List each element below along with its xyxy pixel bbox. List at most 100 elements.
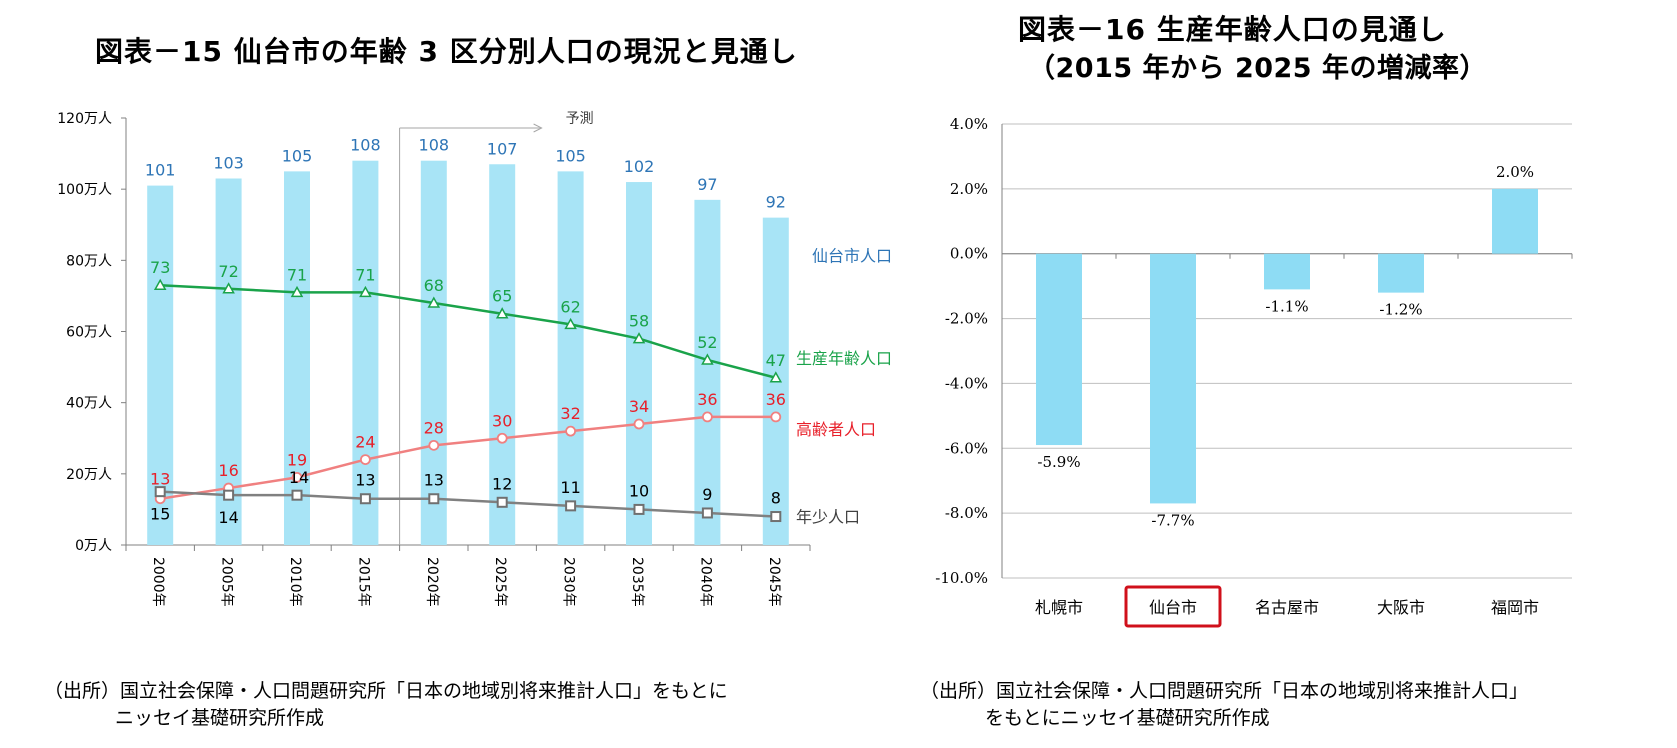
- population-bar: [420, 160, 447, 545]
- growth-bar: [1264, 253, 1310, 290]
- youth-marker: [359, 493, 371, 505]
- series-line-triangle: [160, 283, 777, 379]
- working-age-marker: [495, 307, 509, 319]
- population-bar: [352, 160, 379, 545]
- youth-marker: [428, 493, 440, 505]
- y-tick-label: 2.0%: [950, 180, 988, 198]
- growth-bar: [1150, 253, 1196, 504]
- y-tick-label: 0万人: [75, 538, 112, 554]
- growth-bar: [1492, 188, 1538, 254]
- elderly-value-label: 24: [355, 433, 375, 452]
- population-bar: [147, 185, 174, 545]
- elderly-value-label: 28: [424, 418, 444, 437]
- working-age-value-label: 71: [287, 265, 307, 284]
- y-tick-label: -4.0%: [945, 374, 988, 392]
- youth-value-label: 14: [289, 468, 309, 487]
- elderly-marker: [428, 439, 440, 451]
- working-age-marker: [290, 285, 304, 298]
- series-name-label: 年少人口: [796, 508, 860, 527]
- elderly-marker: [702, 411, 713, 423]
- y-tick-label: -6.0%: [945, 439, 988, 457]
- population-bar: [489, 164, 516, 545]
- population-value-label: 105: [555, 146, 586, 165]
- x-category-label: 2035年: [629, 557, 645, 607]
- working-age-marker: [153, 278, 167, 290]
- x-category-label: 2005年: [219, 557, 235, 607]
- y-tick-label: -2.0%: [945, 310, 988, 328]
- population-value-label: 102: [624, 157, 655, 176]
- youth-marker: [223, 489, 235, 501]
- youth-value-label: 10: [629, 481, 649, 500]
- growth-bar: [1036, 253, 1082, 446]
- youth-marker: [291, 489, 303, 501]
- population-chart: 0万人 20万人 40万人 60万人 80万人 100万人 120万人 101 103 105 10…: [57, 111, 892, 607]
- working-age-value-label: 52: [697, 333, 717, 352]
- elderly-value-label: 34: [629, 397, 649, 416]
- population-value-label: 108: [350, 136, 381, 155]
- y-tick-label: -8.0%: [945, 504, 988, 522]
- working-age-marker: [222, 282, 235, 294]
- working-age-marker: [632, 332, 646, 344]
- elderly-marker: [496, 432, 508, 444]
- elderly-marker: [633, 418, 645, 430]
- series-name-label: 生産年齢人口: [796, 349, 892, 368]
- population-value-label: 103: [213, 153, 244, 172]
- forecast-arrowhead: [533, 123, 543, 133]
- growth-rate-chart: -10.0% -8.0% -6.0% -4.0% -2.0% 0.0% 2.0% 4.0% -5…: [935, 115, 1573, 628]
- x-category-label: 福岡市: [1491, 598, 1539, 617]
- y-tick-label: 100万人: [57, 182, 112, 198]
- youth-marker: [565, 500, 577, 512]
- working-age-value-label: 47: [766, 351, 786, 370]
- working-age-value-label: 68: [424, 276, 444, 295]
- working-age-value-label: 73: [150, 258, 170, 277]
- population-value-label: 105: [282, 146, 313, 165]
- elderly-marker: [359, 454, 371, 466]
- x-category-label: 2040年: [697, 557, 713, 607]
- right-source-line1: （出所）国立社会保障・人口問題研究所「日本の地域別将来推計人口」: [920, 680, 1529, 702]
- highlight-box: [1124, 585, 1222, 628]
- working-age-marker: [427, 296, 441, 308]
- working-age-value-label: 65: [492, 287, 512, 306]
- series-line-square: [160, 490, 776, 518]
- youth-marker: [496, 496, 508, 508]
- x-category-label: 仙台市: [1149, 598, 1197, 617]
- elderly-marker: [565, 425, 576, 437]
- left-chart-title: 図表－15 仙台市の年齢 3 区分別人口の現況と見通し: [95, 35, 798, 68]
- population-value-label: 108: [419, 136, 450, 155]
- left-source-line2: ニッセイ基礎研究所作成: [115, 707, 325, 729]
- left-source-line1: （出所）国立社会保障・人口問題研究所「日本の地域別将来推計人口」をもとに: [44, 680, 728, 702]
- forecast-label: 予測: [566, 111, 594, 127]
- y-tick-label: 60万人: [66, 325, 112, 341]
- x-category-label: 2045年: [766, 557, 782, 607]
- y-tick-label: 120万人: [57, 111, 112, 127]
- population-value-label: 97: [697, 175, 717, 194]
- youth-marker: [154, 486, 166, 498]
- youth-value-label: 13: [355, 471, 375, 490]
- youth-value-label: 11: [560, 478, 580, 497]
- population-value-label: 101: [145, 161, 176, 180]
- working-age-value-label: 58: [629, 312, 649, 331]
- elderly-value-label: 32: [560, 404, 580, 423]
- y-tick-label: 40万人: [66, 396, 112, 412]
- x-category-label: 2025年: [492, 557, 508, 607]
- x-category-label: 2015年: [355, 557, 371, 607]
- elderly-marker: [770, 411, 782, 423]
- y-tick-label: -10.0%: [935, 569, 988, 587]
- growth-value-label: -7.7%: [1151, 511, 1194, 529]
- y-tick-label: 80万人: [66, 253, 112, 269]
- x-category-label: 札幌市: [1035, 598, 1083, 617]
- working-age-marker: [564, 317, 577, 330]
- growth-value-label: -1.1%: [1265, 297, 1308, 315]
- series-name-label: 仙台市人口: [812, 247, 892, 266]
- y-tick-label: 4.0%: [950, 115, 988, 133]
- elderly-value-label: 13: [150, 470, 170, 489]
- x-category-label: 2020年: [424, 557, 440, 607]
- youth-value-label: 8: [771, 489, 781, 508]
- growth-value-label: 2.0%: [1496, 163, 1534, 181]
- x-category-label: 名古屋市: [1255, 598, 1319, 617]
- population-value-label: 92: [766, 193, 786, 212]
- elderly-marker: [291, 471, 303, 483]
- youth-value-label: 14: [218, 508, 238, 527]
- growth-value-label: -1.2%: [1379, 301, 1422, 319]
- working-age-value-label: 71: [355, 265, 375, 284]
